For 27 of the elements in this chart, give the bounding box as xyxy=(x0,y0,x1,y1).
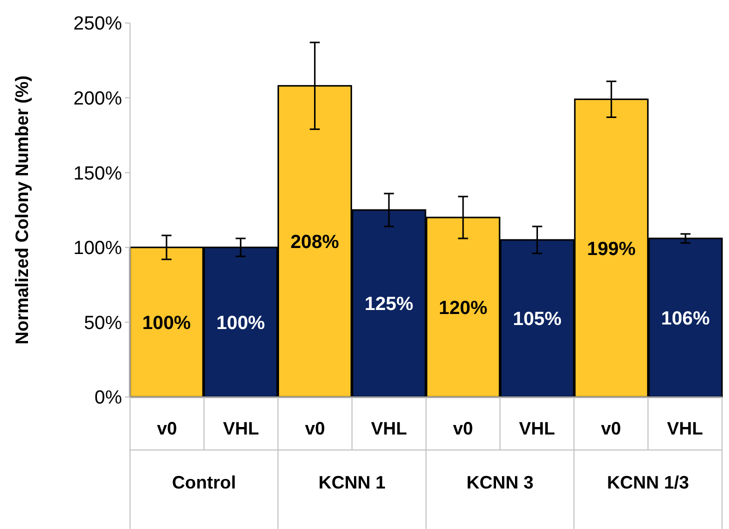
x-tick-label: v0 xyxy=(600,418,622,438)
text: KCNN 3 xyxy=(466,472,534,492)
data-label: 199% xyxy=(587,238,636,260)
x-tick-label: v0 xyxy=(452,418,474,438)
x-tick-label: VHL xyxy=(371,418,408,438)
data-label: 125% xyxy=(364,294,414,316)
y-tick-label: 50% xyxy=(84,312,122,334)
x-tick-label: VHL xyxy=(667,418,704,438)
text: Control xyxy=(172,472,236,492)
y-tick-label: 200% xyxy=(73,88,122,110)
y-tick-label: 150% xyxy=(73,163,122,184)
data-label: 208% xyxy=(290,232,340,254)
data-label: 120% xyxy=(438,298,488,319)
y-tick-label: 0% xyxy=(94,388,122,409)
data-label: 100% xyxy=(216,312,266,334)
data-label: 100% xyxy=(142,312,191,334)
x-tick-label: v0 xyxy=(304,418,326,438)
x-tick-label: VHL xyxy=(223,418,260,438)
y-axis-title: Normalized Colony Number (%) xyxy=(12,75,32,345)
text: KCNN 1 xyxy=(318,472,386,492)
data-label: 106% xyxy=(661,308,710,330)
y-tick-label: 250% xyxy=(73,14,122,35)
x-tick-label: VHL xyxy=(519,418,556,438)
y-tick-label: 100% xyxy=(73,238,122,260)
x-tick-label: v0 xyxy=(156,418,178,438)
text: KCNN 1/3 xyxy=(606,472,690,492)
data-label: 105% xyxy=(512,309,562,330)
